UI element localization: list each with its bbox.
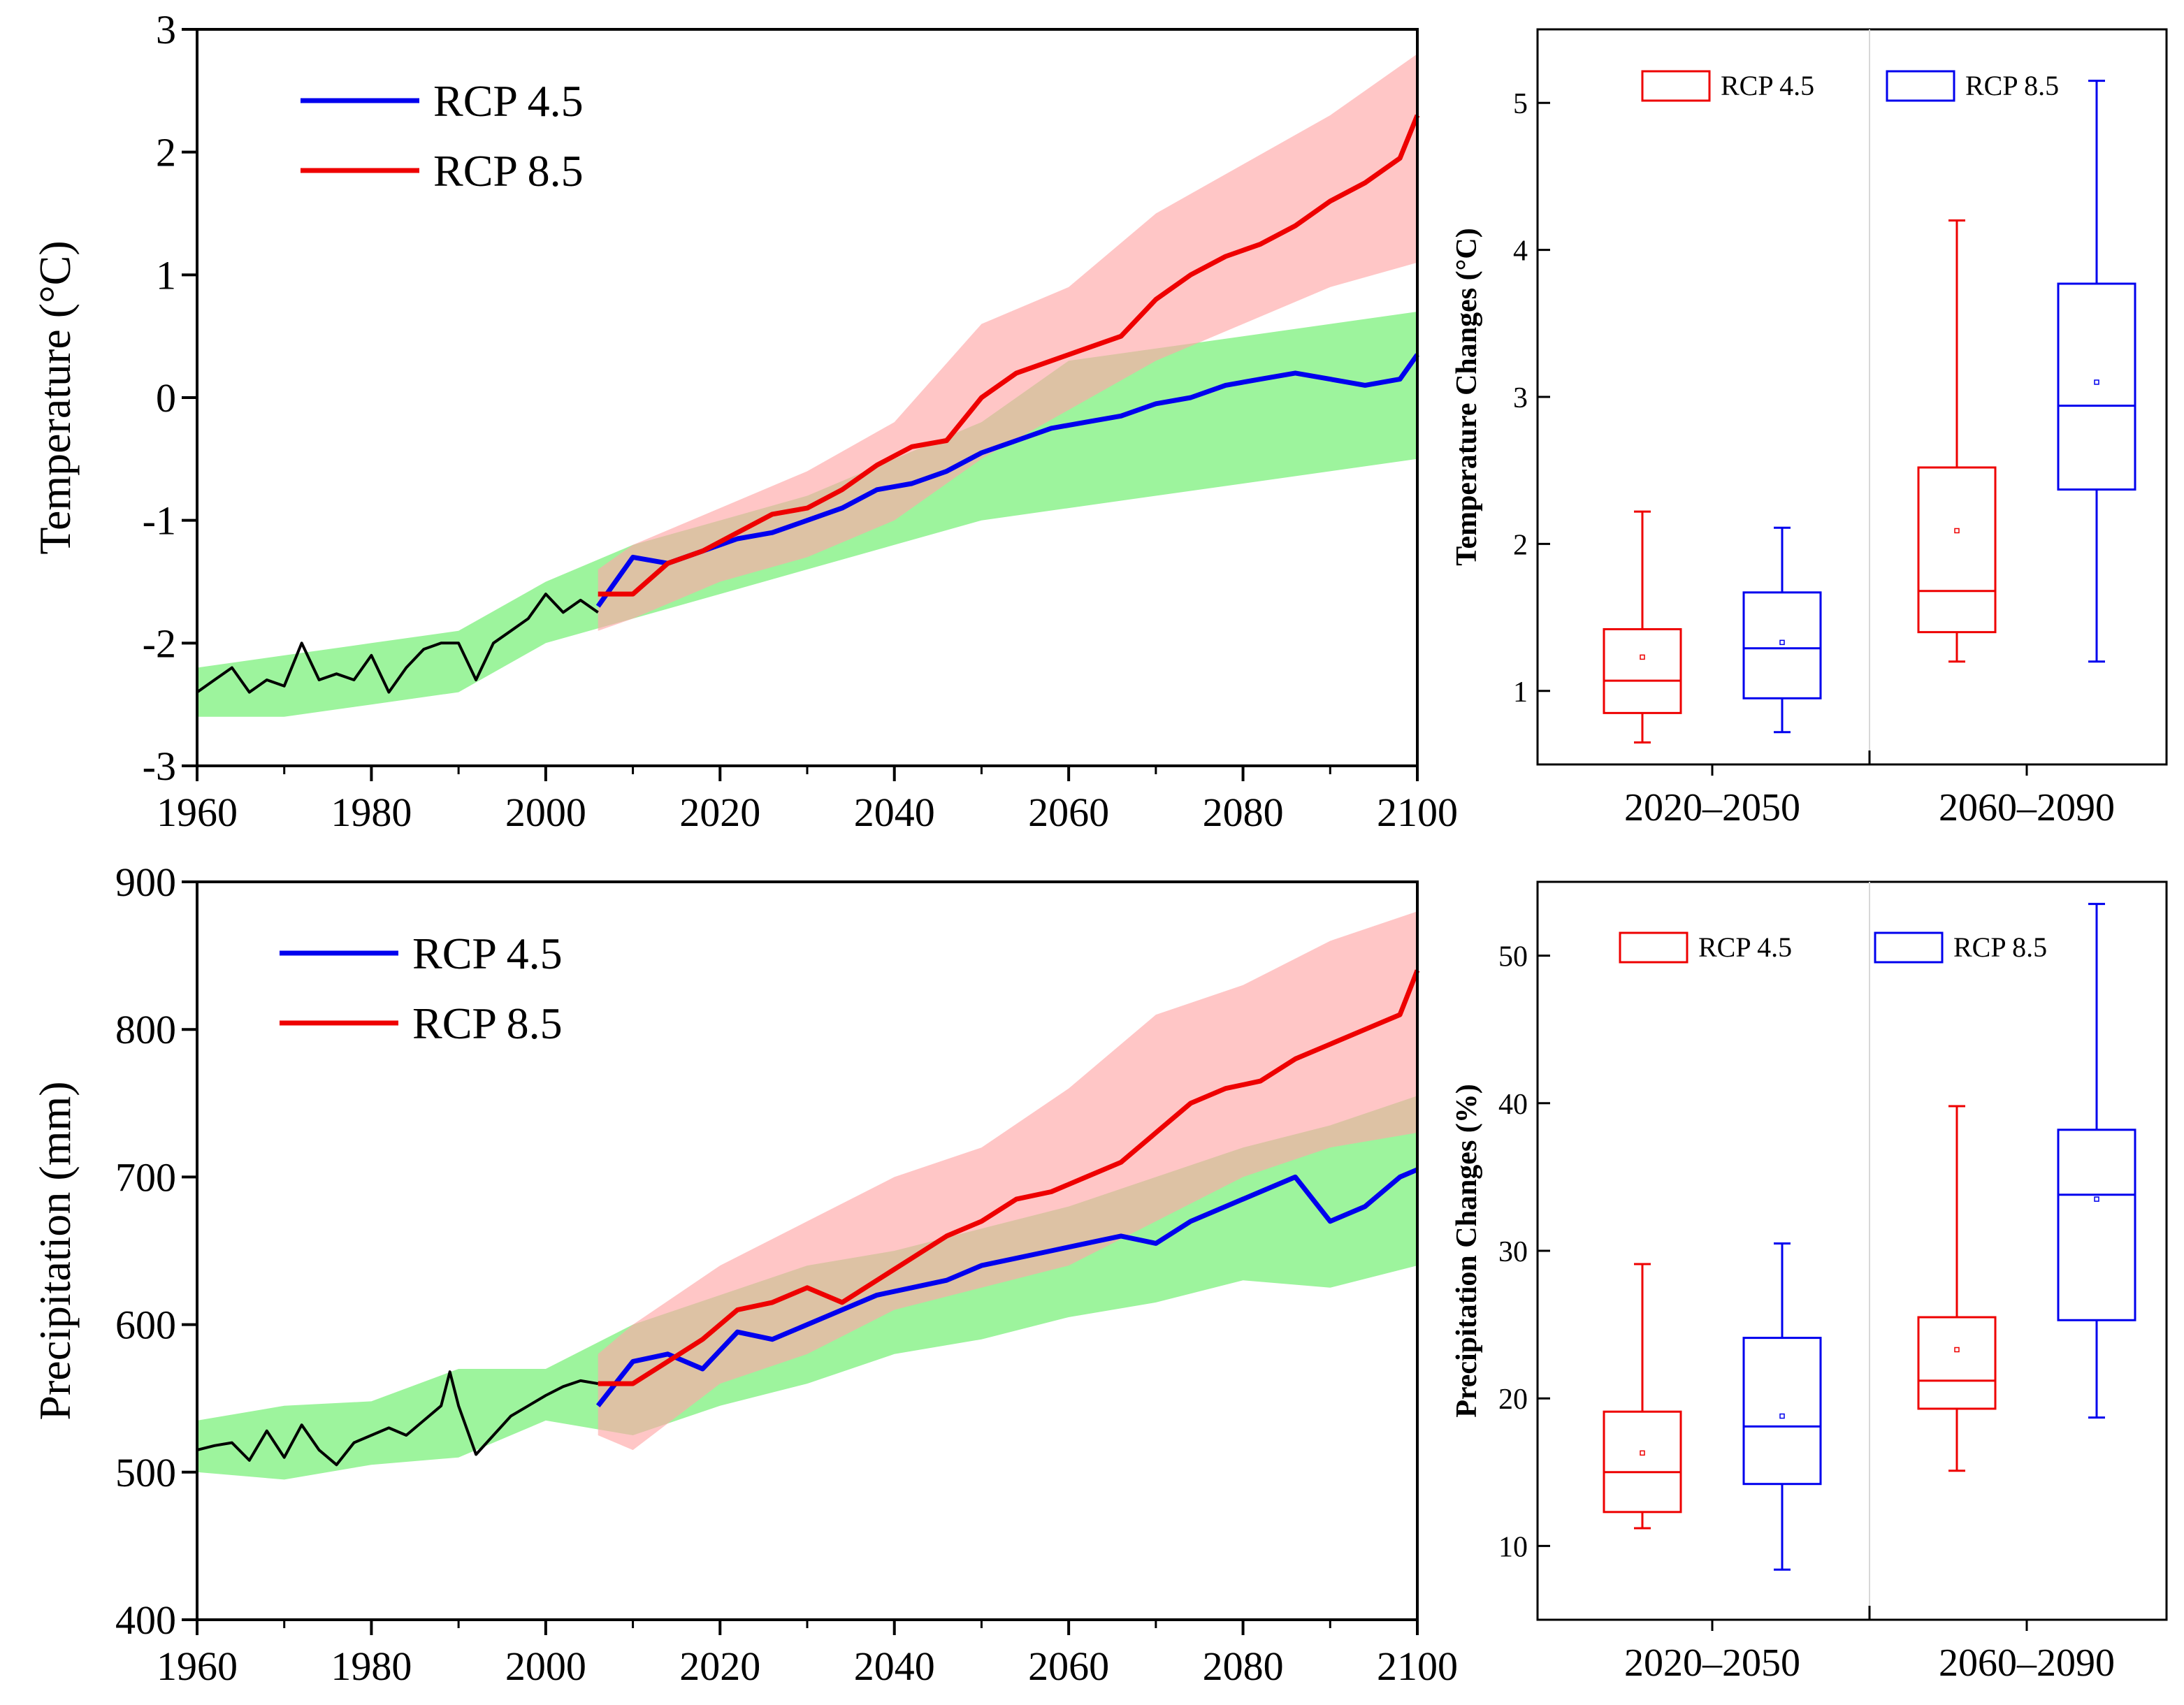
x-tick-label: 2040 <box>854 790 935 835</box>
uncertainty-band-rcp85 <box>598 911 1418 1451</box>
y-tick-label: -2 <box>143 621 176 666</box>
legend-label-rcp45: RCP 4.5 <box>1698 931 1792 963</box>
x-tick-label: 2100 <box>1377 790 1458 835</box>
x-tick-label: 2060 <box>1028 790 1109 835</box>
y-tick-label: 4 <box>1513 235 1528 268</box>
y-tick-label: 700 <box>115 1154 176 1200</box>
x-tick-label: 2040 <box>854 1644 935 1689</box>
legend-swatch-rcp85 <box>1886 70 1955 102</box>
mean-marker-rcp45-early <box>1640 1450 1645 1456</box>
y-axis-title: Temperature Changes (°C) <box>1451 228 1483 565</box>
x-tick-label: 2080 <box>1203 1644 1284 1689</box>
x-tick-label: 1960 <box>157 1644 238 1689</box>
x-tick-label: 2020 <box>679 790 760 835</box>
y-tick-label: -1 <box>143 498 176 544</box>
box-iqr-rcp85-late <box>2057 282 2136 491</box>
y-tick-label: 800 <box>115 1007 176 1052</box>
y-tick-label: 10 <box>1498 1531 1528 1563</box>
y-tick-label: 500 <box>115 1450 176 1495</box>
y-tick-label: 30 <box>1498 1236 1528 1268</box>
y-axis-title: Precipitation (mm) <box>30 1081 80 1420</box>
y-tick-label: 3 <box>156 7 176 52</box>
x-tick-label: 1980 <box>331 1644 412 1689</box>
box-iqr-rcp85-late <box>2057 1129 2136 1321</box>
temperature-change-boxplot-panel: 1 2 3 4 5 Temperature Changes (°C) 2020–2050 20… <box>1451 28 2168 829</box>
series-line-rcp45 <box>595 1167 1419 1407</box>
y-tick-label: -3 <box>143 743 176 789</box>
temperature-timeseries-panel: 1960 1980 2000 2020 2040 2060 2080 2100 -3 -2 -1 0 1… <box>30 7 1458 835</box>
y-tick-label: 0 <box>156 375 176 421</box>
legend-label-rcp85: RCP 8.5 <box>412 999 563 1048</box>
x-tick-label: 2080 <box>1203 790 1284 835</box>
mean-marker-rcp85-late <box>2094 1196 2099 1202</box>
mean-marker-rcp85-early <box>1779 639 1785 646</box>
x-category-label: 2060–2090 <box>1939 1641 2115 1685</box>
x-tick-label: 2000 <box>505 1644 586 1689</box>
uncertainty-band-rcp85 <box>598 54 1418 631</box>
y-tick-label: 50 <box>1498 941 1528 973</box>
mean-marker-rcp45-late <box>1954 528 1960 534</box>
y-tick-label: 5 <box>1513 88 1528 120</box>
y-tick-label: 900 <box>115 859 176 905</box>
y-tick-label: 600 <box>115 1303 176 1348</box>
legend-swatch-rcp85 <box>1874 931 1944 964</box>
y-tick-label: 3 <box>1513 382 1528 414</box>
series-line-rcp45 <box>595 353 1419 608</box>
mean-marker-rcp85-early <box>1779 1413 1785 1419</box>
y-tick-label: 1 <box>1513 676 1528 709</box>
legend-label-rcp85: RCP 8.5 <box>1965 70 2059 101</box>
x-tick-label: 1980 <box>331 790 412 835</box>
y-tick-label: 1 <box>156 252 176 298</box>
box-iqr-rcp45-early <box>1603 627 1682 714</box>
legend-swatch-rcp45 <box>1619 931 1688 964</box>
box-iqr-rcp45-late <box>1917 466 1997 634</box>
y-tick-label: 20 <box>1498 1384 1528 1416</box>
series-line-historical <box>196 593 599 694</box>
y-tick-label: 400 <box>115 1597 176 1643</box>
x-tick-label: 2060 <box>1028 1644 1109 1689</box>
mean-marker-rcp85-late <box>2094 379 2099 385</box>
mean-marker-rcp45-early <box>1640 654 1645 660</box>
x-category-label: 2020–2050 <box>1624 1641 1800 1685</box>
x-tick-label: 2020 <box>679 1644 760 1689</box>
y-tick-label: 40 <box>1498 1089 1528 1121</box>
x-tick-label: 1960 <box>157 790 238 835</box>
x-tick-label: 2100 <box>1377 1644 1458 1689</box>
box-iqr-rcp45-early <box>1603 1410 1682 1514</box>
series-line-rcp85 <box>598 114 1420 597</box>
y-tick-label: 2 <box>156 130 176 175</box>
box-iqr-rcp85-early <box>1742 591 1822 699</box>
y-axis-title: Precipitation Changes (%) <box>1451 1084 1483 1418</box>
y-tick-label: 2 <box>1513 529 1528 561</box>
precipitation-change-boxplot-panel: 10 20 30 40 50 Precipitation Changes (%) 2020–… <box>1451 880 2168 1685</box>
series-line-historical <box>196 1370 599 1467</box>
legend-label-rcp85: RCP 8.5 <box>433 146 584 196</box>
legend-swatch-rcp45 <box>1641 70 1711 102</box>
box-iqr-rcp85-early <box>1742 1337 1822 1486</box>
legend-label-rcp45: RCP 4.5 <box>1721 70 1814 101</box>
legend-label-rcp45: RCP 4.5 <box>412 929 563 978</box>
x-category-label: 2060–2090 <box>1939 786 2115 829</box>
x-tick-label: 2000 <box>505 790 586 835</box>
legend-label-rcp85: RCP 8.5 <box>1953 931 2047 963</box>
x-category-label: 2020–2050 <box>1624 786 1800 829</box>
legend-label-rcp45: RCP 4.5 <box>433 76 584 126</box>
box-iqr-rcp45-late <box>1917 1316 1997 1410</box>
y-axis-title: Temperature (°C) <box>30 240 80 554</box>
precipitation-timeseries-panel: 1960 1980 2000 2020 2040 2060 2080 2100 400 500 60… <box>30 859 1458 1689</box>
series-line-rcp85 <box>598 969 1420 1386</box>
mean-marker-rcp45-late <box>1954 1347 1960 1353</box>
